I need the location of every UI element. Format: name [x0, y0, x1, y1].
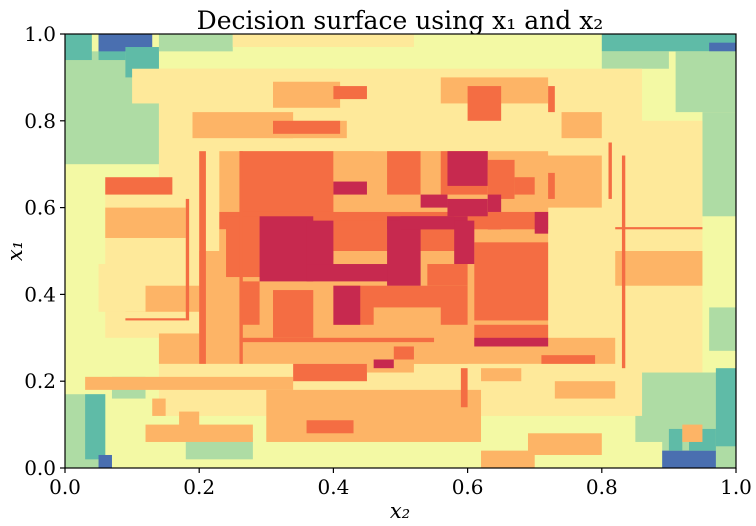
decision-region [239, 281, 260, 325]
decision-region [387, 220, 421, 286]
decision-region [427, 264, 468, 286]
plot-frame [64, 33, 737, 469]
decision-region [85, 394, 106, 460]
decision-region [239, 337, 435, 343]
decision-region [98, 454, 112, 468]
decision-region [105, 207, 186, 238]
decision-region [420, 194, 448, 208]
y-tick-label: 0.0 [24, 456, 56, 480]
y-tick-label: 1.0 [24, 22, 56, 46]
decision-region [199, 151, 206, 364]
decision-region [158, 34, 233, 52]
decision-region [527, 433, 602, 455]
decision-region [145, 424, 253, 442]
decision-region [608, 142, 612, 199]
decision-region [373, 307, 441, 334]
decision-region [179, 411, 200, 429]
decision-region [702, 112, 736, 217]
decision-region [273, 120, 341, 134]
decision-region [393, 346, 414, 360]
decision-region [615, 251, 703, 286]
decision-region [373, 359, 394, 369]
decision-region [447, 198, 488, 217]
decision-region [709, 42, 736, 52]
decision-region [105, 177, 173, 195]
x-tick-label: 0.2 [183, 475, 215, 499]
decision-region [387, 151, 421, 195]
decision-region [548, 86, 555, 113]
decision-region [125, 318, 186, 321]
decision-region [333, 285, 361, 325]
decision-region [333, 86, 367, 100]
decision-region [514, 177, 535, 195]
x-axis-title: x₂ [390, 499, 410, 523]
decision-region [152, 398, 166, 416]
decision-region [487, 159, 515, 199]
decision-region [709, 307, 736, 351]
decision-region [541, 355, 596, 364]
decision-region [554, 381, 616, 399]
decision-region [333, 181, 367, 195]
decision-region [601, 51, 669, 69]
y-axis: 0.0 0.2 0.4 0.6 0.8 1.0 [24, 22, 65, 480]
decision-region [65, 34, 92, 61]
decision-region [239, 151, 334, 221]
decision-region [601, 120, 703, 373]
plot-area [65, 34, 736, 468]
decision-region [548, 172, 555, 199]
y-tick-label: 0.4 [24, 282, 56, 306]
decision-region [474, 242, 549, 321]
x-tick-label: 0.6 [452, 475, 484, 499]
decision-region [420, 151, 441, 230]
decision-region [293, 363, 367, 382]
decision-region [400, 216, 455, 230]
decision-region [447, 151, 488, 186]
decision-region [239, 151, 243, 364]
decision-region [615, 227, 703, 230]
decision-region [366, 411, 401, 429]
decision-region [561, 112, 602, 139]
decision-region [621, 155, 626, 369]
y-tick-label: 0.6 [24, 196, 56, 220]
y-tick-label: 0.2 [24, 369, 56, 393]
decision-region [467, 86, 502, 121]
decision-region [682, 424, 703, 442]
x-tick-label: 0.4 [317, 475, 349, 499]
x-tick-label: 1.0 [720, 475, 752, 499]
decision-region [273, 290, 314, 338]
x-tick-label: 0.0 [49, 475, 81, 499]
decision-region [715, 368, 736, 447]
decision-region [185, 437, 253, 460]
decision-region [98, 264, 146, 312]
decision-region [273, 81, 341, 108]
decision-region [185, 198, 190, 321]
decision-region [460, 368, 468, 408]
decision-region [259, 216, 314, 282]
decision-region [481, 450, 535, 468]
decision-region [105, 181, 186, 338]
decision-region [668, 428, 683, 451]
decision-region [85, 376, 294, 390]
decision-region [454, 220, 475, 265]
chart-title: Decision surface using x₁ and x₂ [197, 6, 604, 35]
y-axis-title: x₁ [3, 241, 27, 261]
decision-region [306, 420, 354, 434]
x-tick-label: 0.8 [586, 475, 618, 499]
decision-region [481, 368, 522, 382]
y-tick-label: 0.8 [24, 109, 56, 133]
decision-region [333, 151, 374, 182]
decision-region [474, 337, 549, 347]
x-axis: 0.0 0.2 0.4 0.6 0.8 1.0 [49, 468, 752, 499]
decision-region [306, 264, 401, 282]
decision-region [675, 51, 736, 113]
decision-region [232, 34, 414, 48]
decision-region [662, 450, 716, 468]
decision-region [534, 211, 549, 234]
decision-region [601, 34, 736, 52]
